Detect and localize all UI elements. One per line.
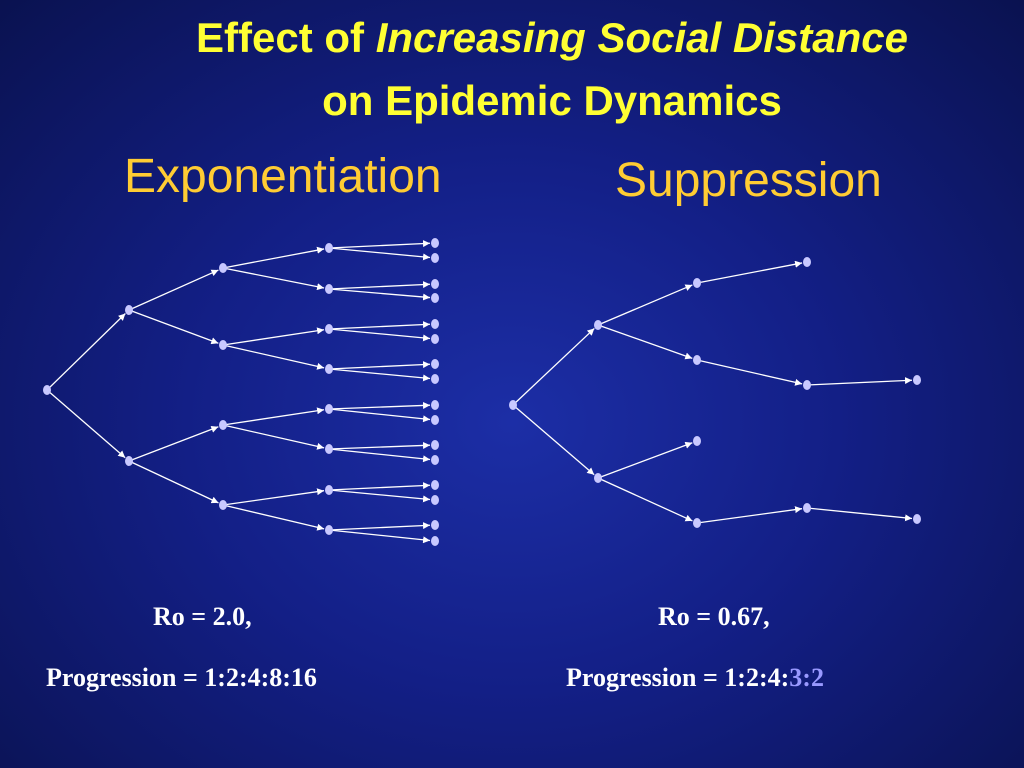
right-tree-node (693, 518, 701, 528)
left-tree-node (431, 400, 439, 410)
left-tree-node (431, 495, 439, 505)
right-tree-node (693, 278, 701, 288)
left-tree-node (43, 385, 51, 395)
heading-exponentiation: Exponentiation (124, 150, 442, 203)
left-tree-edge (222, 504, 325, 531)
left-tree-edge (128, 426, 219, 462)
left-tree-edge (128, 460, 219, 504)
tree-edges (46, 240, 913, 544)
right-tree-node (803, 380, 811, 390)
left-tree-node (219, 263, 227, 273)
left-tree-edge (328, 240, 431, 249)
left-tree-node (325, 324, 333, 334)
right-tree-node (509, 400, 517, 410)
left-tree-node (325, 444, 333, 454)
right-tree-node (803, 503, 811, 513)
right-tree-edge (806, 377, 913, 386)
left-tree-edge (46, 389, 126, 459)
left-tree-node (219, 420, 227, 430)
left-tree-node (431, 319, 439, 329)
left-tree-node (325, 525, 333, 535)
right-tree-edge (597, 441, 693, 479)
left-tree-node (431, 253, 439, 263)
left-tree-edge (222, 424, 325, 450)
right-tree-node (693, 355, 701, 365)
left-tree-edge (328, 321, 431, 330)
right-tree-edge (512, 404, 595, 476)
left-tree-node (431, 293, 439, 303)
right-tree-node (594, 473, 602, 483)
right-tree-edge (597, 324, 693, 360)
left-tree-node (431, 455, 439, 465)
right-tree-edge (597, 284, 693, 326)
right-tree-edge (512, 327, 595, 406)
left-tree-edge (328, 529, 431, 544)
progression-right-label: Progression = 1:2:4:3:2 (566, 665, 824, 691)
left-tree-node (431, 415, 439, 425)
left-tree-edge (128, 269, 219, 311)
progression-left-label: Progression = 1:2:4:8:16 (46, 663, 317, 692)
left-tree-edge (128, 309, 219, 345)
left-tree-edge (222, 246, 325, 269)
left-tree-node (431, 520, 439, 530)
left-tree-edge (328, 408, 431, 423)
ro-right-label: Ro = 0.67, (658, 602, 770, 631)
right-tree-edge (696, 359, 803, 386)
left-tree-edge (328, 401, 431, 410)
left-tree-edge (222, 267, 325, 291)
left-tree-node (431, 440, 439, 450)
left-tree-edge (328, 361, 431, 370)
left-tree-node (431, 359, 439, 369)
left-tree-node (431, 480, 439, 490)
ro-left-label: Ro = 2.0, (153, 602, 252, 631)
left-tree-node (325, 284, 333, 294)
title-line2: on Epidemic Dynamics (322, 77, 782, 124)
left-tree-edge (328, 448, 431, 463)
right-tree-node (913, 375, 921, 385)
left-tree-edge (328, 247, 431, 261)
heading-suppression: Suppression (615, 154, 882, 207)
left-tree-node (325, 485, 333, 495)
left-tree-node (325, 364, 333, 374)
left-tree-node (431, 374, 439, 384)
left-tree-node (219, 340, 227, 350)
left-tree-node (325, 404, 333, 414)
left-tree-edge (328, 482, 431, 491)
right-tree-node (913, 514, 921, 524)
progression-right-highlight: 3:2 (789, 663, 824, 692)
right-tree-edge (696, 506, 803, 524)
left-tree-edge (328, 328, 431, 342)
left-tree-edge (328, 522, 431, 531)
left-tree-node (325, 243, 333, 253)
right-tree-edge (806, 507, 913, 522)
right-tree-node (803, 257, 811, 267)
left-tree-edge (328, 288, 431, 301)
left-tree-node (125, 456, 133, 466)
left-tree-edge (328, 368, 431, 382)
right-tree-node (693, 436, 701, 446)
left-tree-node (125, 305, 133, 315)
left-tree-edge (222, 407, 325, 426)
left-tree-edge (46, 313, 126, 391)
left-tree-edge (222, 327, 325, 346)
right-tree-node (594, 320, 602, 330)
left-tree-node (431, 279, 439, 289)
left-tree-edge (222, 344, 325, 370)
title-line1: Effect of Increasing Social Distance (40, 17, 1024, 59)
left-tree-node (431, 334, 439, 344)
left-tree-edge (328, 489, 431, 503)
left-tree-edge (328, 281, 431, 290)
right-tree-edge (597, 477, 693, 522)
left-tree-node (431, 536, 439, 546)
left-tree-node (219, 500, 227, 510)
right-tree-edge (696, 260, 803, 284)
title-prefix: Effect of (196, 14, 376, 61)
left-tree-edge (222, 488, 325, 506)
left-tree-edge (328, 441, 431, 450)
tree-nodes (43, 238, 921, 546)
progression-right-prefix: Progression = 1:2:4: (566, 663, 790, 692)
title-emphasis: Increasing Social Distance (375, 14, 908, 61)
left-tree-node (431, 238, 439, 248)
